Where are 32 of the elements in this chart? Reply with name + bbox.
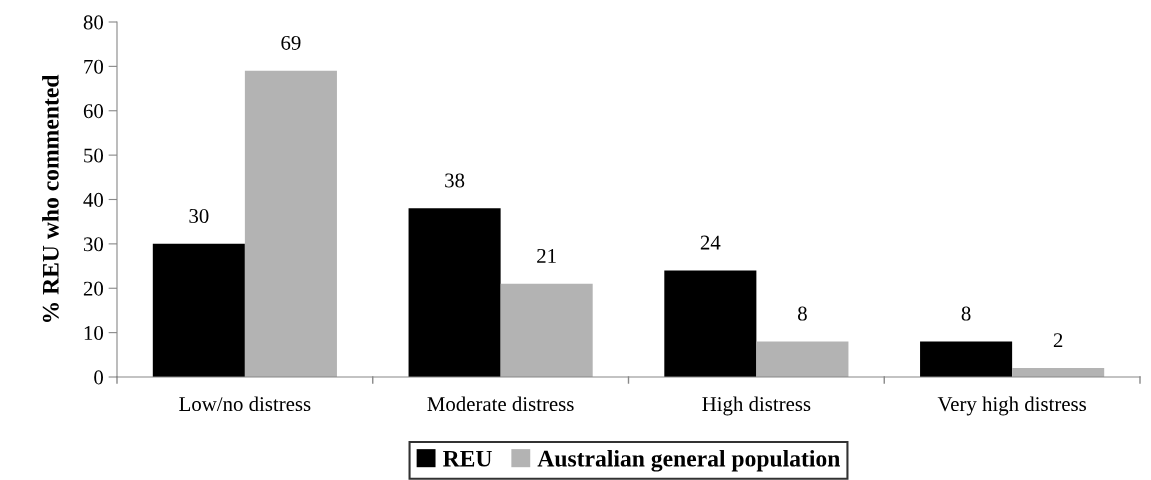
y-tick-label: 40 (83, 192, 104, 207)
y-tick-label: 10 (84, 326, 104, 341)
y-tick-label: 80 (83, 15, 104, 30)
data-label: 30 (189, 208, 209, 223)
x-tick-label: Low/no distress (179, 396, 311, 412)
bar (1012, 368, 1105, 377)
data-label: 69 (281, 35, 301, 50)
y-tick-label: 20 (83, 281, 104, 296)
bar (244, 70, 337, 377)
legend-label: Australian general population (537, 449, 841, 472)
y-tick-label: 30 (83, 237, 104, 252)
bar (152, 243, 245, 377)
x-tick-label: Moderate distress (427, 396, 574, 412)
bar (664, 270, 757, 377)
y-tick-label: 50 (84, 148, 104, 163)
legend-label: REU (443, 450, 492, 467)
bar (408, 208, 501, 377)
data-label: 38 (445, 173, 465, 188)
y-axis-title: % REU who commented (42, 74, 59, 323)
y-tick-label: 0 (94, 370, 104, 385)
bar (500, 283, 593, 377)
y-tick-label: 60 (83, 104, 104, 119)
data-label: 24 (700, 235, 721, 250)
x-tick-label: High distress (702, 396, 811, 416)
x-tick-label: Very high distress (937, 396, 1087, 416)
y-tick-label: 70 (84, 59, 104, 74)
bar (920, 341, 1013, 377)
data-label: 21 (537, 248, 556, 263)
data-label: 2 (1053, 333, 1063, 348)
data-label: 8 (798, 306, 807, 321)
bar (756, 341, 849, 377)
data-label: 8 (961, 306, 971, 321)
